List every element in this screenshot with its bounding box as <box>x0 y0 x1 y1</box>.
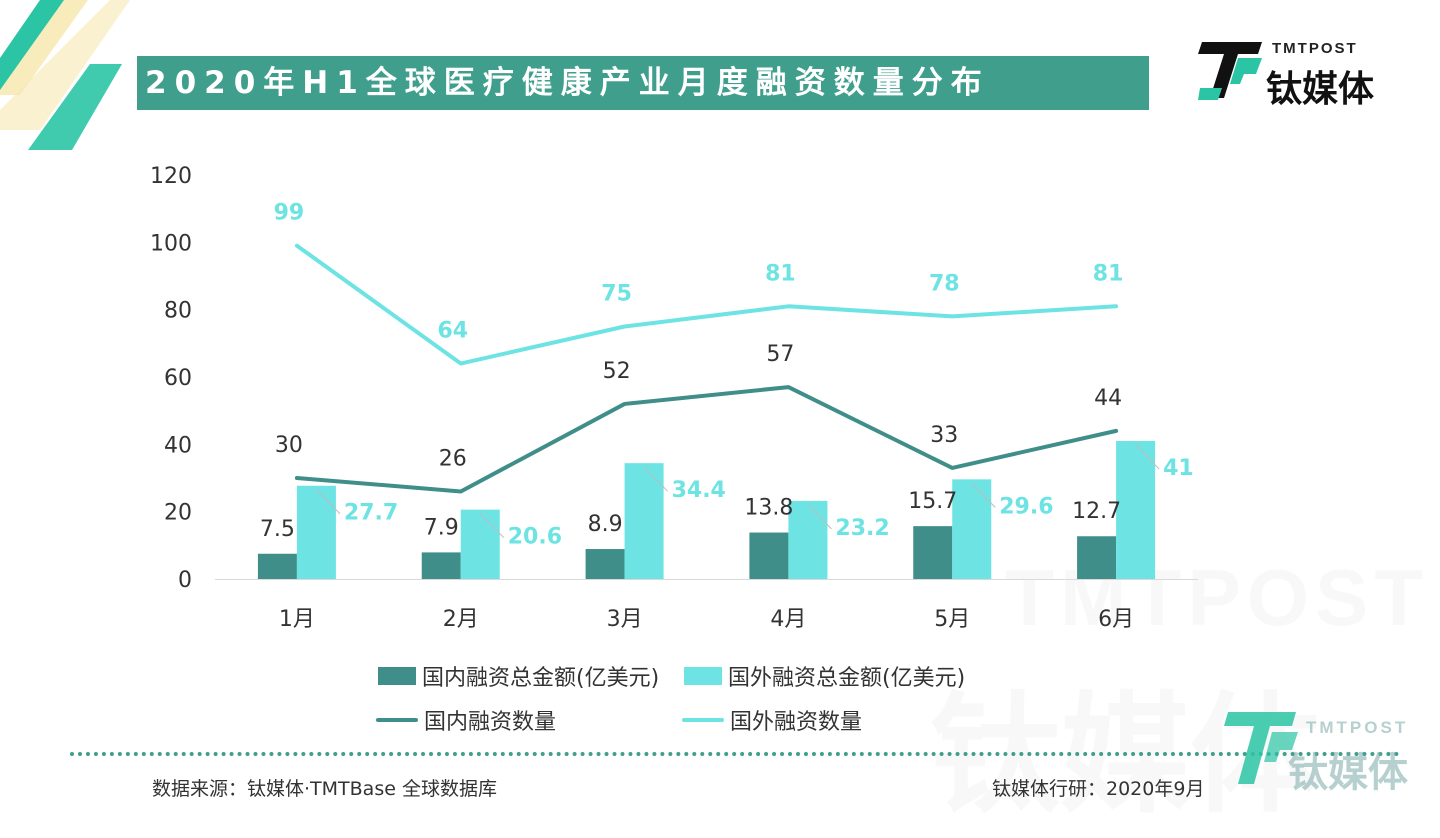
y-tick-label: 120 <box>150 164 192 189</box>
legend-swatch-foreign-bar <box>684 667 722 685</box>
data-label-foreign-amount: 23.2 <box>835 516 889 541</box>
bar-foreign-amount <box>952 479 992 579</box>
data-label-foreign-amount: 34.4 <box>672 478 726 503</box>
brand-en: TMTPOST <box>1272 40 1358 57</box>
brand-cn: 钛媒体 <box>1266 69 1375 110</box>
bar-foreign-amount <box>460 509 500 579</box>
y-tick-label: 100 <box>150 231 192 256</box>
x-tick-label: 3月 <box>607 607 643 632</box>
bar-domestic-amount <box>749 532 789 579</box>
data-label-domestic-count: 57 <box>766 342 794 367</box>
footer-divider <box>70 752 1400 756</box>
y-tick-label: 60 <box>164 366 192 391</box>
data-label-foreign-count: 81 <box>1093 261 1124 286</box>
data-label-domestic-count: 52 <box>603 359 631 384</box>
leader-line <box>643 466 668 492</box>
data-source: 数据来源：钛媒体·TMTBase 全球数据库 <box>152 778 497 800</box>
data-label-domestic-amount: 15.7 <box>908 489 957 514</box>
data-label-foreign-count: 81 <box>765 261 796 286</box>
data-label-domestic-amount: 8.9 <box>588 512 623 537</box>
legend-item-domestic-amount: 国内融资总金额(亿美元) <box>378 660 659 692</box>
legend-item-foreign-amount: 国外融资总金额(亿美元) <box>684 660 965 692</box>
report-credit: 钛媒体行研：2020年9月 <box>992 778 1205 800</box>
bar-domestic-amount <box>421 552 461 579</box>
data-label-domestic-amount: 12.7 <box>1072 499 1121 524</box>
bar-domestic-amount <box>1077 536 1117 579</box>
legend-swatch-domestic-line <box>376 718 418 722</box>
brand-logo: TMTPOST 钛媒体 <box>1198 36 1398 110</box>
x-tick-label: 1月 <box>279 607 315 632</box>
tmtpost-logo-icon <box>1198 42 1262 100</box>
x-tick-label: 5月 <box>934 607 970 632</box>
data-label-foreign-amount: 41 <box>1163 456 1194 481</box>
y-tick-label: 80 <box>164 299 192 324</box>
data-label-foreign-count: 99 <box>274 201 305 226</box>
x-tick-label: 2月 <box>443 607 479 632</box>
leader-line <box>1135 444 1160 470</box>
leader-line <box>807 504 832 530</box>
bar-foreign-amount <box>788 500 828 579</box>
data-label-domestic-amount: 7.9 <box>424 515 459 540</box>
tmtpost-logo-icon <box>1224 712 1298 784</box>
bar-domestic-amount <box>585 549 625 579</box>
bar-foreign-amount <box>624 463 664 579</box>
legend-item-foreign-count: 国外融资数量 <box>682 704 862 736</box>
legend-label-foreign-amount: 国外融资总金额(亿美元) <box>728 666 966 691</box>
data-label-domestic-amount: 7.5 <box>260 517 295 542</box>
bar-foreign-amount <box>296 485 336 579</box>
y-tick-label: 0 <box>178 568 192 593</box>
watermark-brand-en: TMTPOST <box>1306 718 1409 737</box>
data-label-foreign-count: 75 <box>601 282 632 307</box>
legend-label-domestic-count: 国内融资数量 <box>424 710 557 735</box>
legend-label-foreign-count: 国外融资数量 <box>730 710 863 735</box>
data-label-domestic-count: 44 <box>1094 386 1122 411</box>
data-label-foreign-amount: 29.6 <box>999 494 1053 519</box>
data-label-domestic-amount: 13.8 <box>744 496 793 521</box>
data-label-foreign-count: 78 <box>929 271 960 296</box>
x-tick-label: 4月 <box>770 607 806 632</box>
data-label-domestic-count: 26 <box>439 446 467 471</box>
y-tick-label: 20 <box>164 501 192 526</box>
leader-line <box>479 513 505 538</box>
data-label-foreign-amount: 27.7 <box>344 501 398 526</box>
legend-label-domestic-amount: 国内融资总金额(亿美元) <box>422 666 660 691</box>
y-tick-label: 40 <box>164 433 192 458</box>
legend-item-domestic-count: 国内融资数量 <box>376 704 556 736</box>
leader-line <box>316 489 341 515</box>
page-title: 2020年H1全球医疗健康产业月度融资数量分布 <box>137 56 1149 110</box>
watermark-brand-cn: 钛媒体 <box>1288 750 1408 796</box>
line-foreign-count <box>294 243 1119 366</box>
bar-domestic-amount <box>913 526 953 579</box>
data-label-foreign-count: 64 <box>437 319 468 344</box>
leader-line <box>971 482 996 508</box>
corner-decoration <box>0 0 130 150</box>
data-label-domestic-count: 33 <box>930 423 958 448</box>
chart-canvas: 0 20 40 60 80 100 120 1月 2月 3月 4月 5月 6月 7.5 7.9 8.9 13.8… <box>150 164 1198 632</box>
brand-logo-watermark: TMTPOST 钛媒体 <box>1222 704 1432 804</box>
x-tick-label: 6月 <box>1098 607 1134 632</box>
bar-foreign-amount <box>1116 440 1156 579</box>
line-domestic-count <box>294 385 1119 494</box>
legend-swatch-domestic-bar <box>378 667 416 685</box>
data-label-domestic-count: 30 <box>275 433 303 458</box>
data-label-foreign-amount: 20.6 <box>508 525 562 550</box>
legend-swatch-foreign-line <box>682 718 724 722</box>
bar-domestic-amount <box>257 553 297 579</box>
watermark-en: TMTPOST <box>1005 553 1430 642</box>
